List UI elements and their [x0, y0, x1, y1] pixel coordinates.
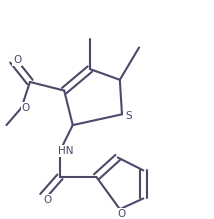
- Text: O: O: [22, 103, 30, 113]
- Text: O: O: [43, 194, 51, 205]
- Text: O: O: [118, 208, 126, 219]
- Text: HN: HN: [58, 146, 73, 156]
- Text: O: O: [13, 55, 21, 65]
- Text: S: S: [125, 111, 132, 122]
